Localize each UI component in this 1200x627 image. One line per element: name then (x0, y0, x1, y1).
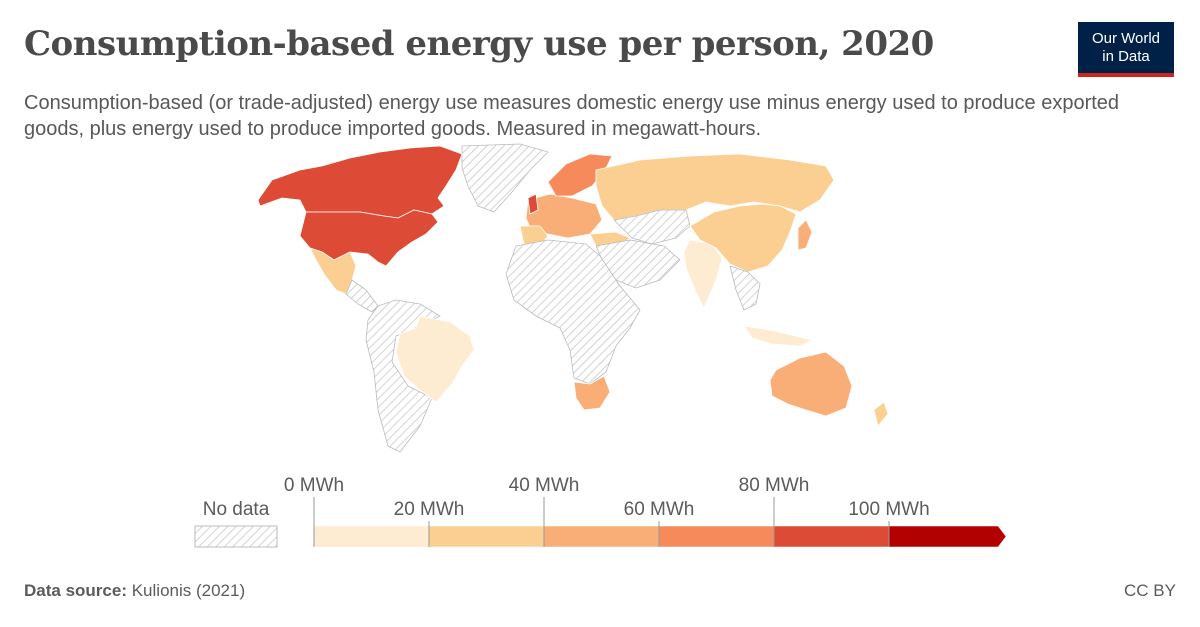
data-source-label: Data source: (24, 581, 127, 600)
legend-tick-label: 60 MWh (624, 499, 695, 520)
data-source-text[interactable]: Kulionis (2021) (131, 581, 246, 600)
country-brazil[interactable] (395, 315, 475, 403)
legend-bin-1[interactable] (313, 525, 430, 548)
region-southeast-asia[interactable] (729, 265, 761, 311)
country-australia[interactable] (769, 351, 853, 417)
region-africa-nodata[interactable] (505, 239, 641, 385)
license[interactable]: CC BY (1124, 581, 1176, 600)
legend-tick-label: 80 MWh (739, 475, 810, 496)
legend-bin-5[interactable] (773, 525, 890, 548)
legend-tick-label: 100 MWh (848, 499, 929, 520)
world-map (257, 143, 889, 453)
legend-no-data-label: No data (203, 499, 270, 520)
region-central-america[interactable] (345, 279, 379, 313)
legend-tick-label: 0 MWh (284, 475, 344, 496)
legend: No data 0 MWh 40 MWh 80 MWh 20 MWh 60 MWh 100… (194, 475, 1007, 548)
legend-bin-2[interactable] (428, 525, 545, 548)
country-united-kingdom[interactable] (527, 193, 539, 215)
country-canada[interactable] (257, 145, 463, 219)
legend-bin-3[interactable] (543, 525, 660, 548)
legend-no-data-swatch[interactable] (194, 525, 278, 548)
legend-ticks (313, 497, 890, 547)
owid-logo[interactable]: Our World in Data (1078, 22, 1174, 77)
legend-bin-4[interactable] (658, 525, 775, 548)
country-russia[interactable] (595, 153, 835, 221)
chart-subtitle: Consumption-based (or trade-adjusted) en… (24, 92, 1120, 140)
legend-bins (313, 525, 1007, 548)
country-south-africa[interactable] (573, 375, 611, 411)
legend-labels: 0 MWh 40 MWh 80 MWh 20 MWh 60 MWh 100 MWh (284, 475, 930, 520)
country-china[interactable] (689, 203, 797, 273)
country-new-zealand[interactable] (873, 401, 889, 427)
data-source: Data source: Kulionis (2021) (24, 580, 245, 602)
chart-title: Consumption-based energy use per person,… (24, 24, 934, 64)
legend-tick-label: 40 MWh (509, 475, 580, 496)
legend-tick-label: 20 MWh (394, 499, 465, 520)
logo-line-1: Our World (1091, 30, 1161, 47)
country-japan[interactable] (797, 219, 813, 251)
country-india[interactable] (683, 239, 723, 309)
region-indonesia[interactable] (743, 325, 813, 347)
logo-line-2: in Data (1102, 48, 1150, 65)
country-greenland[interactable] (461, 143, 549, 213)
legend-bin-6[interactable] (888, 525, 1007, 548)
